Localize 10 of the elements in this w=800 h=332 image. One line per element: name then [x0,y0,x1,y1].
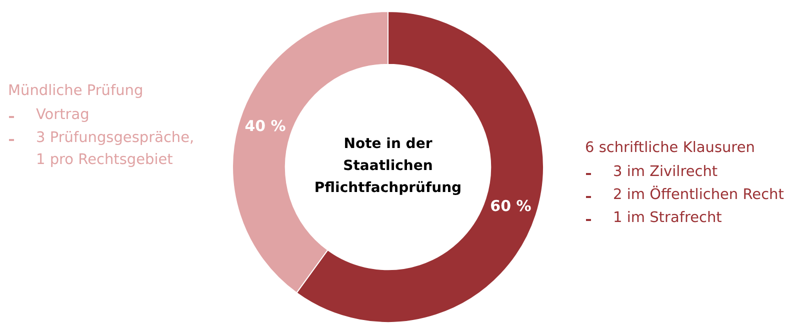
data-label: 40 % [244,117,286,136]
slice-label: Mündliche Prüfung [8,82,144,101]
text: 2 im Öffentlichen Recht [613,187,784,203]
text: 3 Prüfungsgespräche, 1 pro Rechtsgebiet [36,130,194,168]
slice-label: 6 schriftliche Klausuren [585,139,756,158]
text: 3 im Zivilrecht [613,164,718,180]
text: Vortrag [36,107,90,123]
text: 1 im Strafrecht [613,210,722,226]
text: Note in der Staatlichen Pflichtfachprüfung [313,135,463,198]
data-label: 60 % [490,196,532,215]
